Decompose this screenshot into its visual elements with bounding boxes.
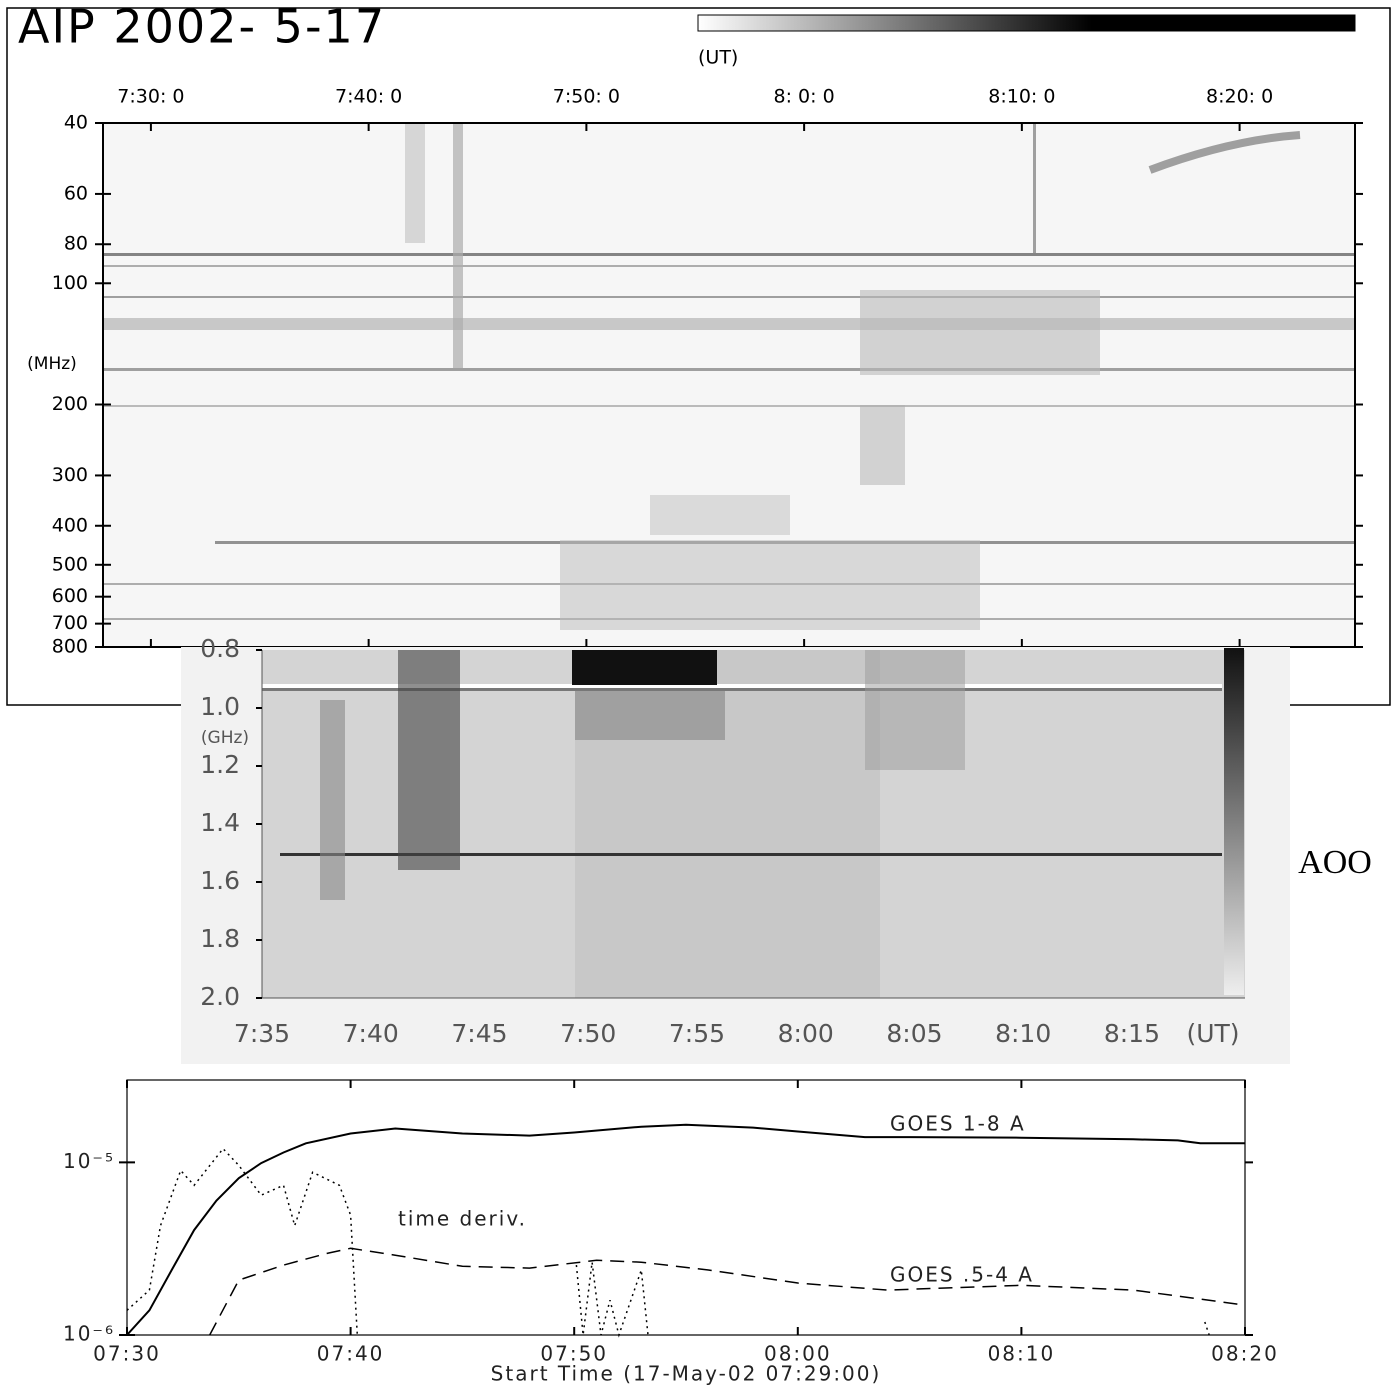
y-tick-label: 300 xyxy=(52,464,88,486)
x-tick-label: 08:10 xyxy=(988,1342,1056,1366)
series-line xyxy=(209,1247,1246,1336)
series-line xyxy=(126,1147,1210,1338)
x-tick-label: 8:05 xyxy=(886,1019,942,1048)
x-tick-label: 7:35 xyxy=(234,1019,290,1048)
x-tick-label: 7:55 xyxy=(669,1019,725,1048)
x-tick-label: 8:10: 0 xyxy=(988,86,1055,108)
series-label: GOES .5-4 A xyxy=(890,1263,1034,1287)
x-tick-label: 08:20 xyxy=(1211,1342,1279,1366)
y-tick-label: 700 xyxy=(52,612,88,634)
y-tick-label: 10⁻⁵ xyxy=(63,1149,115,1173)
x-tick-label: 7:40: 0 xyxy=(335,86,402,108)
y-tick-label: 0.8 xyxy=(200,634,240,663)
y-tick-label: 100 xyxy=(52,272,88,294)
plot-frame xyxy=(126,1079,1246,1336)
x-tick-label: 07:50 xyxy=(540,1342,608,1366)
series-label: GOES 1-8 A xyxy=(890,1112,1026,1136)
x-tick-label: 8:00 xyxy=(778,1019,834,1048)
y-tick-label: 60 xyxy=(64,182,88,204)
x-tick-label: 07:30 xyxy=(93,1342,161,1366)
colorbar xyxy=(1224,648,1244,995)
series-label: time deriv. xyxy=(398,1207,527,1231)
y-tick-label: 1.4 xyxy=(200,808,240,837)
series-line xyxy=(126,1123,1245,1336)
aoo-panel: 7:35 7:40 7:45 7:50 7:55 8:00 8:05 8:10 8:15 0.8 1… xyxy=(181,634,1372,1064)
chart-title: AIP 2002- 5-17 xyxy=(18,0,386,54)
x-tick-label: 08:00 xyxy=(764,1342,832,1366)
y-tick-label: 400 xyxy=(52,514,88,536)
y-tick-label: 600 xyxy=(52,585,88,607)
y-tick-label: 200 xyxy=(52,393,88,415)
x-tick-label: 8:20: 0 xyxy=(1206,86,1273,108)
y-axis-label: (GHz) xyxy=(201,728,249,748)
x-unit-label: (UT) xyxy=(1186,1019,1239,1048)
x-tick-label: 8:15 xyxy=(1104,1019,1160,1048)
y-tick-label: 1.0 xyxy=(200,692,240,721)
x-tick-label: 8: 0: 0 xyxy=(774,86,835,108)
y-tick-label: 800 xyxy=(52,636,88,658)
aip-panel: 7:30: 0 7:40: 0 7:50: 0 8: 0: 0 8:10: 0 8:20:… xyxy=(6,0,1391,706)
y-axis-label: (MHz) xyxy=(27,354,77,374)
x-tick-label: 7:50: 0 xyxy=(553,86,620,108)
colorbar xyxy=(697,14,1356,32)
x-unit-label: (UT) xyxy=(698,47,738,69)
x-axis-label: Start Time (17-May-02 07:29:00) xyxy=(491,1362,882,1385)
spectrogram-texture xyxy=(262,650,1245,998)
y-tick-label: 2.0 xyxy=(200,982,240,1011)
y-tick-label: 1.6 xyxy=(200,866,240,895)
y-tick-label: 1.8 xyxy=(200,924,240,953)
station-label: AOO xyxy=(1298,844,1372,881)
x-tick-label: 7:50 xyxy=(560,1019,616,1048)
x-tick-label: 7:40 xyxy=(343,1019,399,1048)
x-tick-label: 07:40 xyxy=(317,1342,385,1366)
y-tick-label: 1.2 xyxy=(200,750,240,779)
goes-panel: 07:30 07:40 07:50 08:00 08:10 08:20 10⁻⁶ 10⁻⁵ St… xyxy=(63,1079,1279,1385)
x-tick-label: 7:45 xyxy=(451,1019,507,1048)
spectrogram-texture xyxy=(103,123,1355,647)
y-tick-label: 80 xyxy=(64,233,88,255)
x-tick-label: 8:10 xyxy=(995,1019,1051,1048)
y-tick-label: 10⁻⁶ xyxy=(63,1322,115,1346)
y-tick-label: 500 xyxy=(52,553,88,575)
y-tick-label: 40 xyxy=(64,112,88,134)
x-tick-label: 7:30: 0 xyxy=(117,86,184,108)
